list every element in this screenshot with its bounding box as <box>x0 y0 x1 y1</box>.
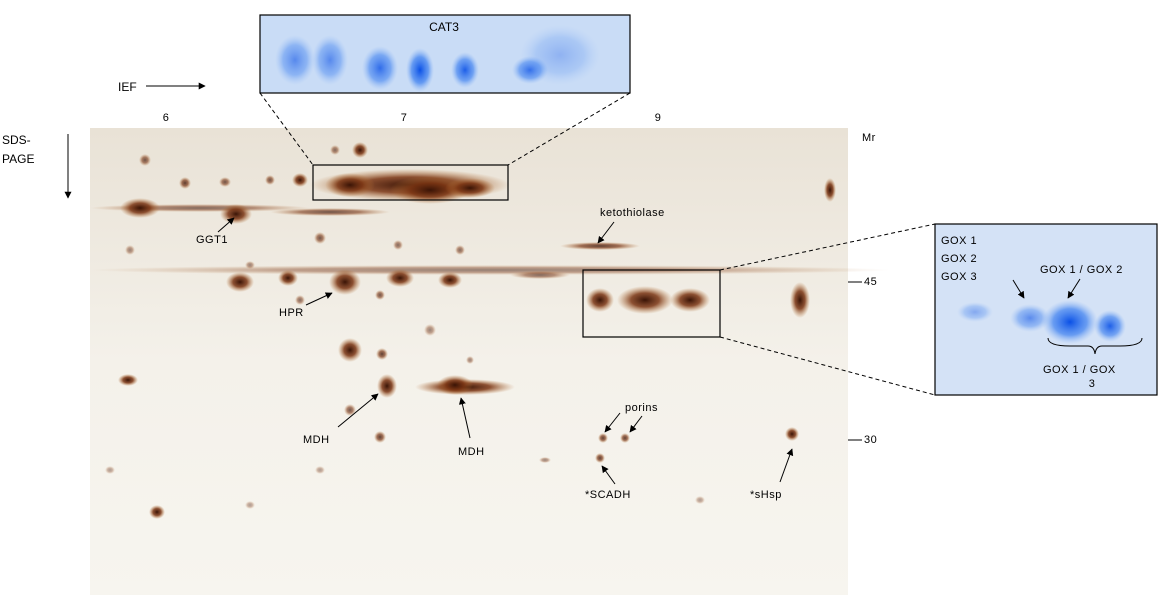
inset-spot <box>362 46 398 90</box>
inset-spot <box>312 35 348 85</box>
figure: CAT3 GOX 1 GOX 2 GOX 3 GOX 1 / GOX 2 GOX… <box>0 0 1158 595</box>
protein-spot <box>245 261 255 269</box>
protein-spot <box>226 272 254 292</box>
protein-spot <box>670 288 710 312</box>
axis-label: PAGE <box>2 152 34 166</box>
protein-spot <box>265 175 275 185</box>
protein-spot <box>510 271 570 279</box>
protein-spot <box>375 290 385 300</box>
inset-spot <box>520 25 600 85</box>
inset-spot <box>957 302 993 322</box>
protein-label: GGT1 <box>196 234 228 246</box>
inset-label: GOX 1 / GOX <box>1043 364 1116 376</box>
protein-spot <box>314 232 326 244</box>
protein-spot <box>179 177 191 189</box>
ph-label: 7 <box>401 112 408 124</box>
inset-spot <box>1094 310 1126 342</box>
protein-spot <box>824 178 836 202</box>
axis-label: SDS- <box>2 133 31 147</box>
protein-spot <box>278 270 298 286</box>
protein-label: MDH <box>458 446 485 458</box>
ph-label: 6 <box>163 112 170 124</box>
page: CAT3 GOX 1 GOX 2 GOX 3 GOX 1 / GOX 2 GOX… <box>0 0 1158 595</box>
inset-label: GOX 1 / GOX 2 <box>1040 264 1123 276</box>
protein-spot <box>595 453 605 463</box>
inset-spot <box>406 48 434 92</box>
protein-spot <box>617 286 673 314</box>
inset-label: CAT3 <box>429 20 459 34</box>
protein-spot <box>695 496 705 504</box>
protein-spot <box>438 272 462 288</box>
protein-label: *SCADH <box>585 489 631 501</box>
protein-spot <box>90 265 890 275</box>
protein-spot <box>466 356 474 364</box>
protein-spot <box>386 269 414 287</box>
protein-spot <box>539 457 551 463</box>
protein-spot <box>374 431 386 443</box>
protein-spot <box>560 242 640 250</box>
protein-spot <box>105 466 115 474</box>
inset-spot <box>1042 300 1098 344</box>
inset-label: 3 <box>1089 378 1096 390</box>
inset-label: GOX 1 <box>941 235 977 247</box>
protein-spot <box>118 374 138 386</box>
protein-spot <box>455 245 465 255</box>
mr-label: Mr <box>862 132 876 144</box>
protein-spot <box>139 154 151 166</box>
protein-label: *sHsp <box>750 489 782 501</box>
protein-spot <box>330 145 340 155</box>
ph-label: 9 <box>655 112 662 124</box>
protein-spot <box>125 245 135 255</box>
protein-label: ketothiolase <box>600 207 665 219</box>
protein-spot <box>620 433 630 443</box>
protein-spot <box>295 295 305 305</box>
protein-spot <box>445 178 495 198</box>
protein-spot <box>790 282 810 318</box>
inset-label: GOX 2 <box>941 253 977 265</box>
protein-spot <box>149 505 165 519</box>
mr-marker: 45 <box>864 276 877 288</box>
protein-spot <box>586 288 614 312</box>
protein-spot <box>377 374 397 398</box>
protein-spot <box>292 173 308 187</box>
protein-spot <box>120 198 160 218</box>
inset-spot <box>451 52 479 88</box>
mr-marker: 30 <box>864 434 877 446</box>
protein-spot <box>338 338 362 362</box>
protein-spot <box>219 177 231 187</box>
inset-label: GOX 3 <box>941 271 977 283</box>
protein-label: HPR <box>279 307 304 319</box>
axis-label: IEF <box>118 80 137 94</box>
protein-spot <box>376 348 388 360</box>
protein-spot <box>352 142 368 158</box>
protein-spot <box>315 466 325 474</box>
inset-spot <box>275 35 315 85</box>
protein-spot <box>424 324 436 336</box>
protein-spot <box>598 433 608 443</box>
protein-spot <box>270 208 390 216</box>
protein-spot <box>785 427 799 441</box>
protein-spot <box>245 501 255 509</box>
protein-spot <box>437 375 473 395</box>
protein-label: porins <box>625 402 658 414</box>
protein-spot <box>329 269 361 295</box>
protein-spot <box>325 173 375 197</box>
protein-spot <box>220 204 252 224</box>
protein-label: MDH <box>303 434 330 446</box>
protein-spot <box>393 240 403 250</box>
